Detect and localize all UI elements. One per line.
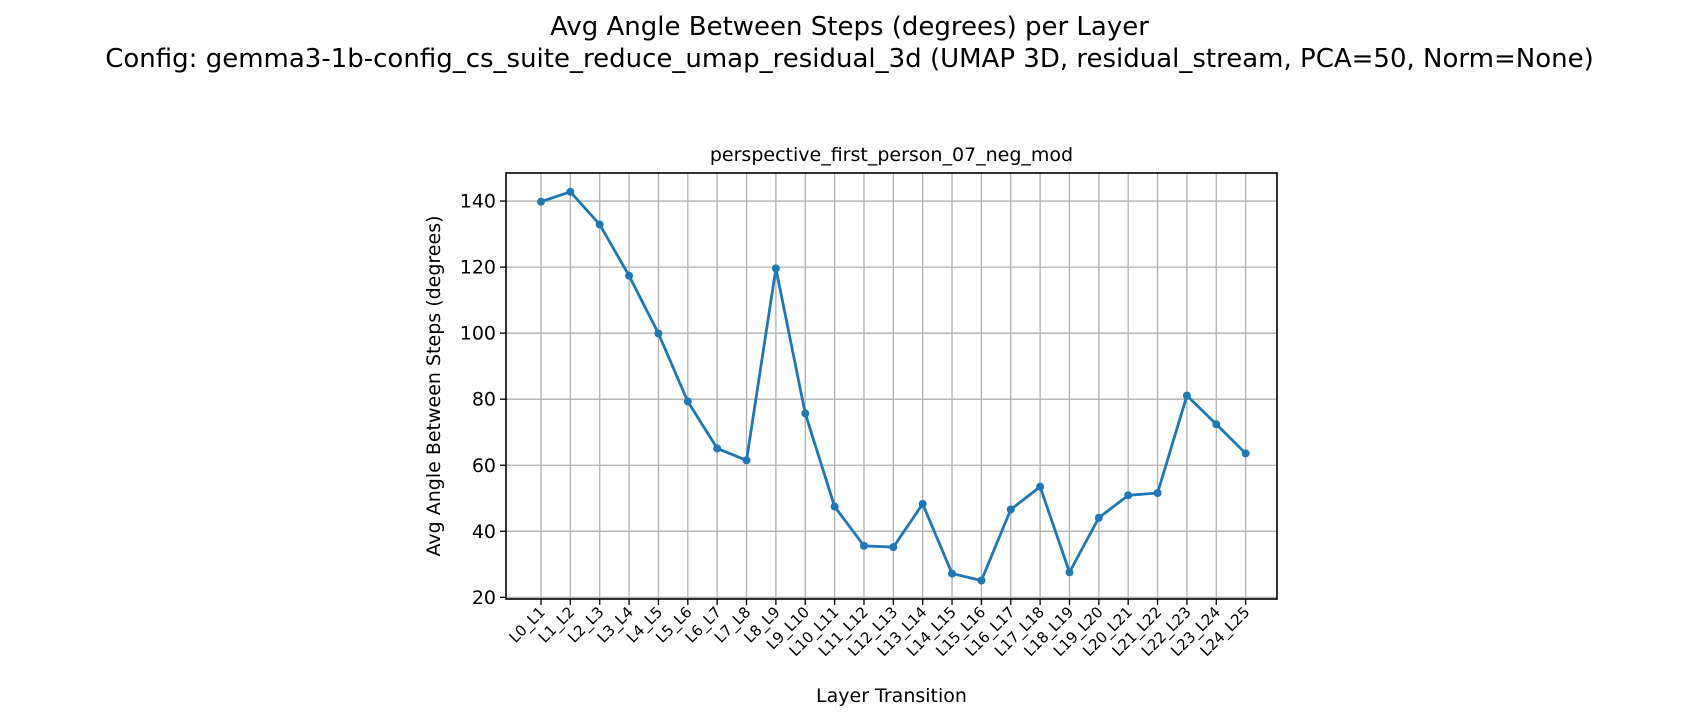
y-tick-label: 60 [472,455,496,477]
y-axis-label: Avg Angle Between Steps (degrees) [423,215,445,556]
data-point [977,576,986,585]
data-point [537,197,545,206]
data-point [566,187,575,196]
data-point [683,397,692,406]
axis-ticks: L0_L1L1_L2L2_L3L3_L4L4_L5L5_L6L6_L7L7_L8… [460,191,1254,661]
plot-frame [505,172,1278,600]
data-point [1182,391,1191,400]
figure-subtitle: Config: gemma3-1b-config_cs_suite_reduce… [105,44,1594,74]
data-point [948,569,957,578]
axes-title: perspective_first_person_07_neg_mod [710,144,1073,166]
data-point [918,499,927,508]
data-point [713,444,722,453]
data-point [889,543,898,552]
figure-title: Avg Angle Between Steps (degrees) per La… [550,12,1149,42]
y-tick-label: 20 [472,587,496,609]
y-tick-label: 120 [460,257,496,279]
data-point [625,271,634,280]
y-tick-label: 40 [472,521,496,543]
data-point [771,264,780,273]
data-point [1124,491,1133,500]
data-point [654,329,663,338]
y-tick-label: 80 [472,389,496,411]
data-point [1241,449,1250,458]
grid [506,173,1277,599]
data-point [801,409,810,418]
data-point [1094,513,1103,522]
data-point [742,456,751,465]
x-axis-label: Layer Transition [816,685,967,707]
y-tick-label: 100 [460,323,496,345]
data-point [1065,568,1074,577]
data-point [859,541,868,550]
series-layer [537,187,1250,585]
y-tick-label: 140 [460,191,496,213]
data-point [830,502,839,511]
data-point [1212,420,1221,429]
data-point [1036,482,1045,491]
data-point [1006,505,1015,514]
data-point [1153,488,1162,497]
data-point [595,220,604,229]
